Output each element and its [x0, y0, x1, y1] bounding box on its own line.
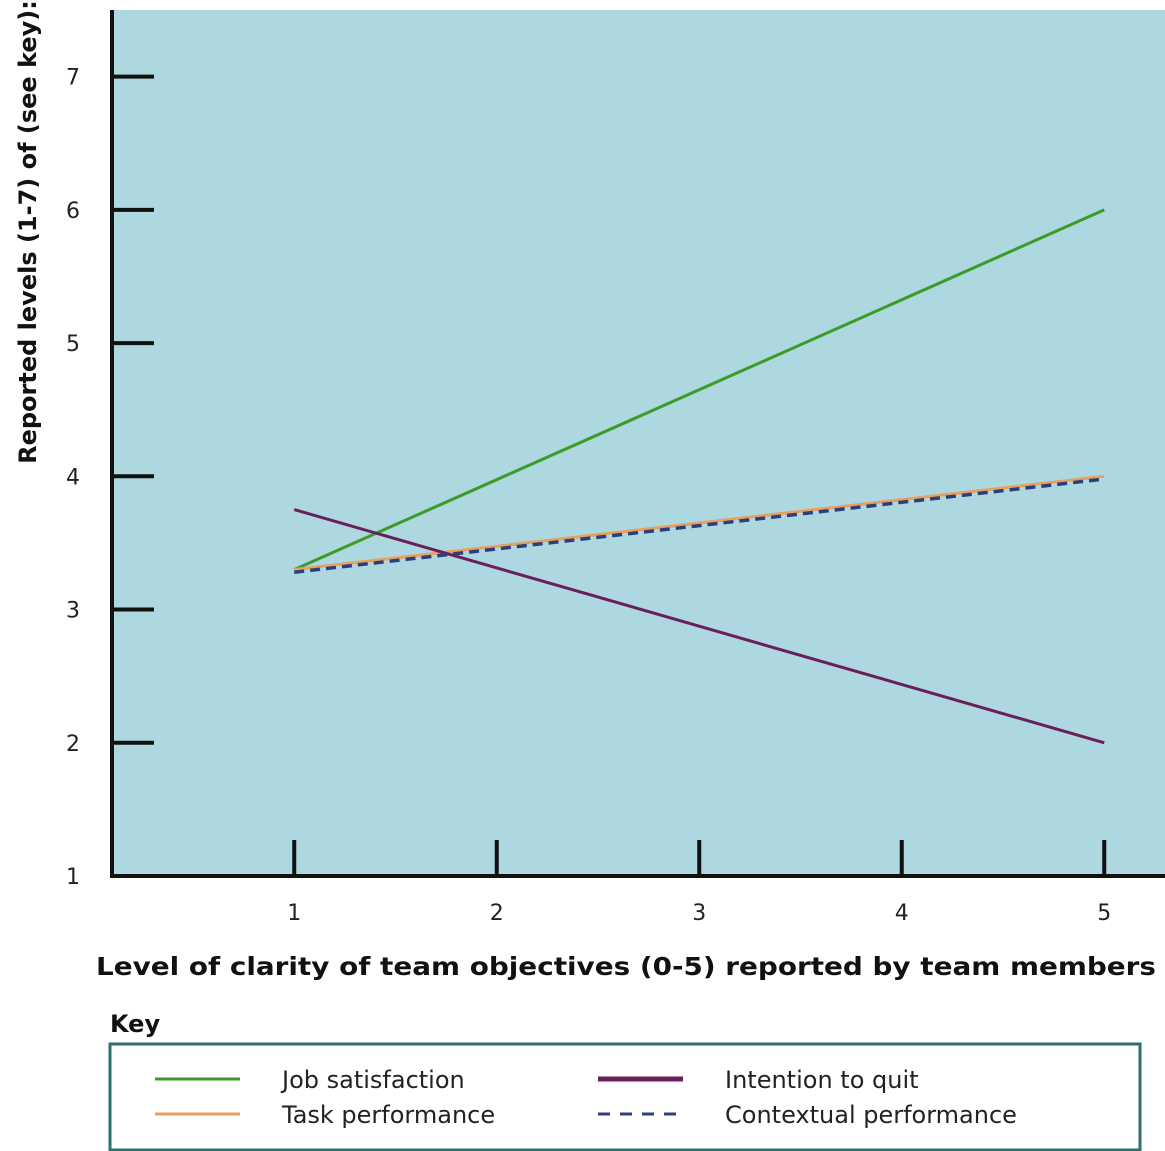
- x-tick-label: 4: [895, 901, 909, 926]
- legend-label-1: Task performance: [281, 1101, 495, 1129]
- y-axis-ticks: 1 2 3 4 5 6 7: [66, 66, 154, 890]
- series-line-3: [294, 477, 1105, 574]
- legend-title: Key: [110, 1010, 160, 1038]
- y-tick-label: 7: [66, 66, 80, 91]
- y-tick-label: 6: [66, 199, 80, 224]
- x-axis-ticks: 1 2 3 4 5: [287, 840, 1111, 926]
- plot-area: [112, 10, 1165, 876]
- series-line-0: [293, 208, 1105, 571]
- series-line-2: [293, 508, 1105, 745]
- x-axis-title: Level of clarity of team objectives (0-5…: [96, 952, 1156, 981]
- legend-label-0: Job satisfaction: [280, 1066, 465, 1094]
- legend: Job satisfaction Task performance Intentio…: [155, 1066, 1017, 1129]
- x-tick-label: 3: [692, 901, 706, 926]
- x-tick-label: 2: [490, 901, 504, 926]
- y-tick-label: 5: [66, 332, 80, 357]
- series-line-1: [294, 474, 1105, 572]
- y-tick-label: 3: [66, 599, 80, 624]
- x-tick-label: 5: [1097, 901, 1111, 926]
- legend-label-2: Intention to quit: [725, 1066, 919, 1094]
- y-tick-label: 4: [66, 465, 80, 490]
- legend-label-3: Contextual performance: [725, 1101, 1017, 1129]
- y-tick-label: 1: [66, 865, 80, 890]
- legend-box: [108, 1042, 1142, 1151]
- series-lines: [293, 208, 1105, 745]
- y-tick-label: 2: [66, 732, 80, 757]
- x-tick-label: 1: [287, 901, 301, 926]
- y-axis-title: Reported levels (1-7) of (see key):: [14, 0, 42, 464]
